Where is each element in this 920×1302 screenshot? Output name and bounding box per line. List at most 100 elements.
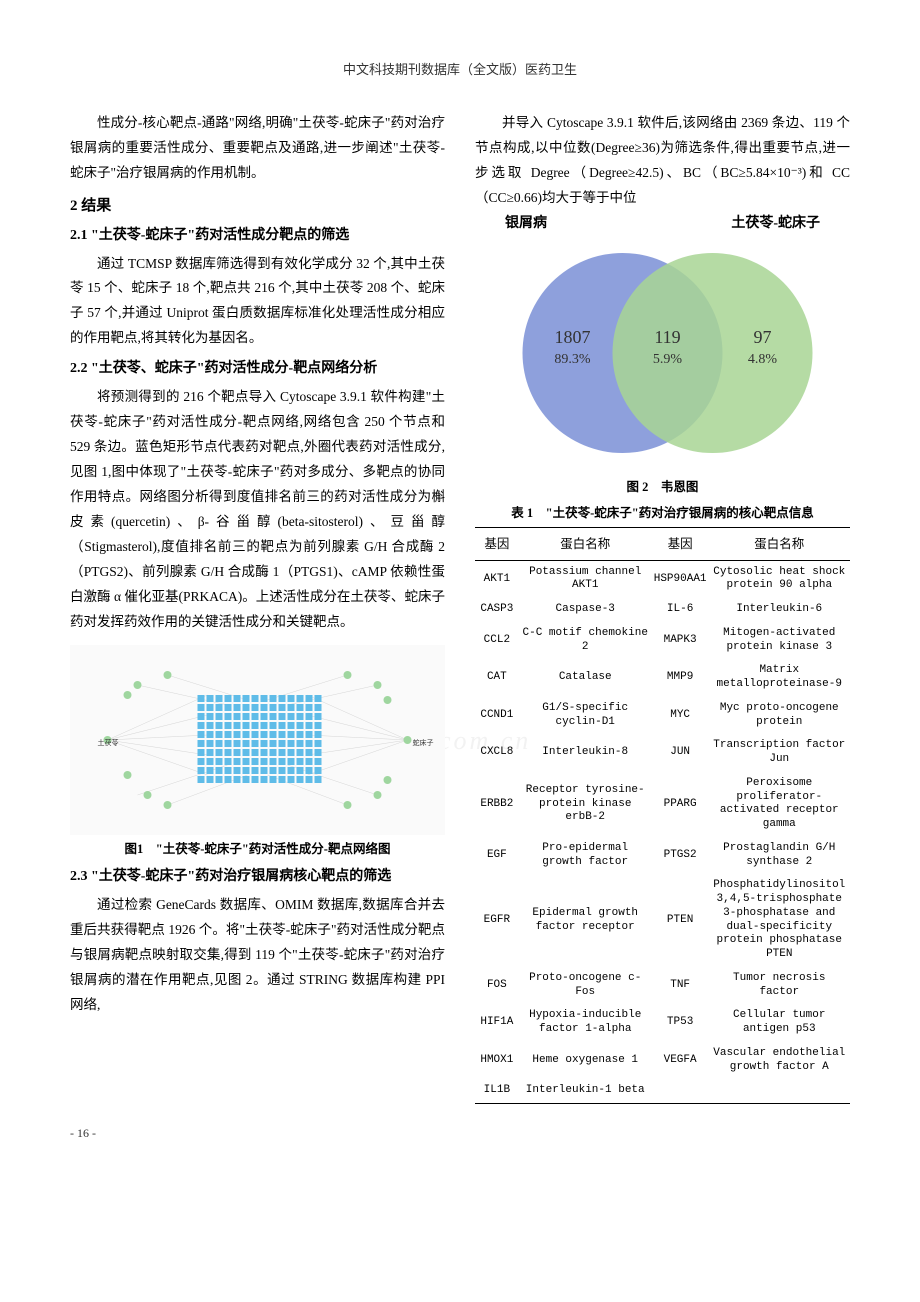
table-header: 基因 [652,527,709,560]
table-cell: ERBB2 [475,772,519,837]
table-cell: EGFR [475,874,519,967]
table-cell: Caspase-3 [519,598,652,622]
table-cell: CXCL8 [475,734,519,772]
table-header-row: 基因 蛋白名称 基因 蛋白名称 [475,527,850,560]
table-cell: MAPK3 [652,622,709,660]
table-cell: Mitogen-activated protein kinase 3 [709,622,850,660]
page-header: 中文科技期刊数据库（全文版）医药卫生 [70,60,850,81]
figure-2-caption: 图 2 韦恩图 [475,477,850,497]
table-cell: Peroxisome proliferator-activated recept… [709,772,850,837]
table-row: CCND1G1/S-specific cyclin-D1MYCMyc proto… [475,697,850,735]
network-diagram-icon: 土茯苓 蛇床子 [70,645,445,835]
table-cell: Prostaglandin G/H synthase 2 [709,837,850,875]
venn-left-count: 1807 [555,327,591,347]
table-1-caption: 表 1 "土茯苓-蛇床子"药对治疗银屑病的核心靶点信息 [475,503,850,523]
table-row: AKT1Potassium channel AKT1HSP90AA1Cytoso… [475,560,850,598]
table-cell: C-C motif chemokine 2 [519,622,652,660]
table-cell: Transcription factor Jun [709,734,850,772]
table-cell: Epidermal growth factor receptor [519,874,652,967]
table-cell: AKT1 [475,560,519,598]
table-cell: Myc proto-oncogene protein [709,697,850,735]
section-2-heading: 2 结果 [70,194,445,218]
fig1-right-label: 蛇床子 [413,738,434,747]
venn-right-pct: 4.8% [748,352,778,367]
table-cell: CCND1 [475,697,519,735]
table-cell: Interleukin-6 [709,598,850,622]
table-cell: G1/S-specific cyclin-D1 [519,697,652,735]
right-top-paragraph: 并导入 Cytoscape 3.9.1 软件后,该网络由 2369 条边、119… [475,111,850,211]
table-cell: Potassium channel AKT1 [519,560,652,598]
table-row: CCL2C-C motif chemokine 2MAPK3Mitogen-ac… [475,622,850,660]
figure-2-venn: 银屑病 土茯苓-蛇床子 1807 89.3% 119 5.9% 97 4.8% [475,213,850,473]
table-header: 基因 [475,527,519,560]
table-cell: Matrix metalloproteinase-9 [709,659,850,697]
table-cell: HSP90AA1 [652,560,709,598]
table-cell: Vascular endothelial growth factor A [709,1042,850,1080]
table-cell: Cytosolic heat shock protein 90 alpha [709,560,850,598]
table-cell: TNF [652,967,709,1005]
table-header: 蛋白名称 [519,527,652,560]
table-cell: VEGFA [652,1042,709,1080]
table-cell: Receptor tyrosine-protein kinase erbB-2 [519,772,652,837]
table-header: 蛋白名称 [709,527,850,560]
table-cell: CCL2 [475,622,519,660]
right-column: 并导入 Cytoscape 3.9.1 软件后,该网络由 2369 条边、119… [475,111,850,1104]
table-cell: PTEN [652,874,709,967]
venn-right-circle [613,253,813,453]
two-column-layout: 性成分-核心靶点-通路"网络,明确"土茯苓-蛇床子"药对治疗银屑病的重要活性成分… [70,111,850,1104]
table-cell: CAT [475,659,519,697]
section-2-3-paragraph: 通过检索 GeneCards 数据库、OMIM 数据库,数据库合并去重后共获得靶… [70,893,445,1018]
table-row: ERBB2Receptor tyrosine-protein kinase er… [475,772,850,837]
table-cell: JUN [652,734,709,772]
table-cell [652,1079,709,1103]
table-row: FOSProto-oncogene c-FosTNFTumor necrosis… [475,967,850,1005]
table-1: 基因 蛋白名称 基因 蛋白名称 AKT1Potassium channel AK… [475,527,850,1105]
table-cell: MMP9 [652,659,709,697]
venn-mid-count: 119 [654,327,680,347]
venn-label-left: 银屑病 [505,213,547,235]
table-cell: Hypoxia-inducible factor 1-alpha [519,1004,652,1042]
table-cell: PTGS2 [652,837,709,875]
venn-diagram-icon: 1807 89.3% 119 5.9% 97 4.8% [475,213,850,473]
table-cell: IL1B [475,1079,519,1103]
table-cell: TP53 [652,1004,709,1042]
figure-1-caption: 图1 "土茯苓-蛇床子"药对活性成分-靶点网络图 [70,839,445,859]
table-cell: PPARG [652,772,709,837]
table-row: CASP3Caspase-3IL-6Interleukin-6 [475,598,850,622]
table-cell: HMOX1 [475,1042,519,1080]
table-cell: EGF [475,837,519,875]
table-cell: MYC [652,697,709,735]
table-cell: HIF1A [475,1004,519,1042]
table-cell: IL-6 [652,598,709,622]
section-2-1-paragraph: 通过 TCMSP 数据库筛选得到有效化学成分 32 个,其中土茯苓 15 个、蛇… [70,252,445,352]
table-cell: Cellular tumor antigen p53 [709,1004,850,1042]
section-2-2-heading: 2.2 "土茯苓、蛇床子"药对活性成分-靶点网络分析 [70,357,445,381]
table-cell: Tumor necrosis factor [709,967,850,1005]
table-cell: Pro-epidermal growth factor [519,837,652,875]
table-cell: Phosphatidylinositol 3,4,5-trisphosphate… [709,874,850,967]
intro-paragraph: 性成分-核心靶点-通路"网络,明确"土茯苓-蛇床子"药对治疗银屑病的重要活性成分… [70,111,445,186]
table-cell: Heme oxygenase 1 [519,1042,652,1080]
table-row: CATCatalaseMMP9Matrix metalloproteinase-… [475,659,850,697]
table-cell: Interleukin-8 [519,734,652,772]
fig1-left-label: 土茯苓 [98,738,119,747]
table-row: EGFREpidermal growth factor receptorPTEN… [475,874,850,967]
table-row: CXCL8Interleukin-8JUNTranscription facto… [475,734,850,772]
table-row: HMOX1Heme oxygenase 1VEGFAVascular endot… [475,1042,850,1080]
page-number: - 16 - [70,1124,850,1143]
table-row: EGFPro-epidermal growth factorPTGS2Prost… [475,837,850,875]
table-cell: CASP3 [475,598,519,622]
table-cell: FOS [475,967,519,1005]
section-2-2-paragraph: 将预测得到的 216 个靶点导入 Cytoscape 3.9.1 软件构建"土茯… [70,385,445,635]
table-cell: Catalase [519,659,652,697]
table-row: IL1BInterleukin-1 beta [475,1079,850,1103]
venn-left-pct: 89.3% [554,352,591,367]
section-2-3-heading: 2.3 "土茯苓-蛇床子"药对治疗银屑病核心靶点的筛选 [70,865,445,889]
section-2-1-heading: 2.1 "土茯苓-蛇床子"药对活性成分靶点的筛选 [70,224,445,248]
left-column: 性成分-核心靶点-通路"网络,明确"土茯苓-蛇床子"药对治疗银屑病的重要活性成分… [70,111,445,1104]
figure-1-network: 土茯苓 蛇床子 [70,645,445,835]
table-cell: Proto-oncogene c-Fos [519,967,652,1005]
venn-mid-pct: 5.9% [653,352,683,367]
table-cell: Interleukin-1 beta [519,1079,652,1103]
table-cell [709,1079,850,1103]
